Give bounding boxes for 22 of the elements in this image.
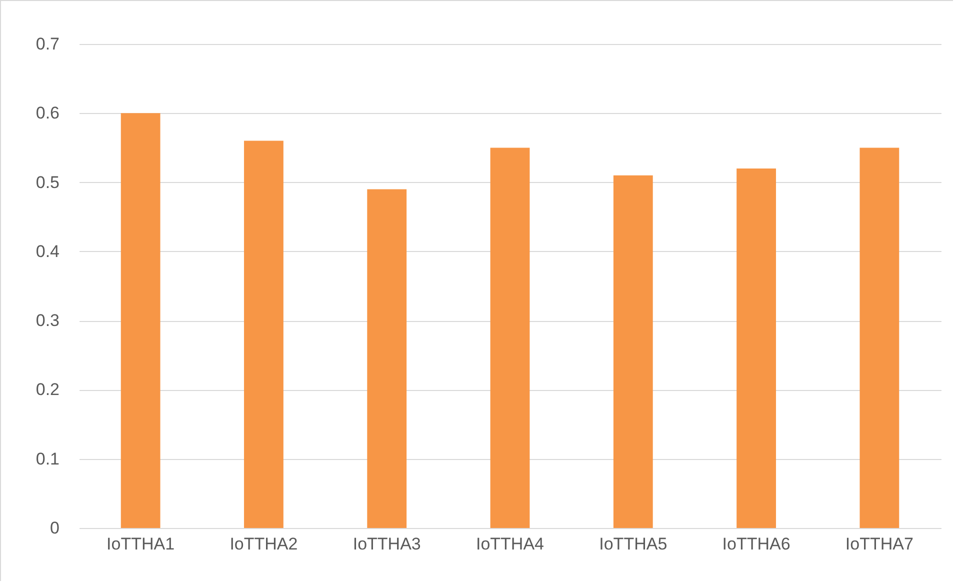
y-tick-label: 0.2: [36, 380, 60, 400]
x-tick-label: IoTTHA2: [230, 534, 298, 554]
x-tick-label: IoTTHA5: [599, 534, 668, 554]
x-tick-label: IoTTHA7: [845, 534, 914, 554]
y-tick-label: 0.4: [36, 242, 60, 261]
bar: [736, 168, 776, 528]
x-tick-label: IoTTHA3: [352, 534, 421, 554]
bar: [244, 140, 284, 528]
bar: [367, 189, 407, 528]
bar: [860, 148, 900, 528]
y-tick-label: 0.3: [36, 311, 60, 330]
y-tick-label: 0: [50, 518, 60, 538]
y-tick-label: 0.6: [36, 104, 60, 123]
y-tick-label: 0.7: [36, 34, 60, 54]
x-tick-label: IoTTHA6: [722, 534, 790, 554]
bar: [613, 175, 653, 528]
y-tick-label: 0.5: [36, 172, 60, 192]
x-tick-label: IoTTHA1: [106, 534, 175, 554]
x-tick-label: IoTTHA4: [476, 534, 544, 554]
bar: [120, 113, 160, 528]
bar: [490, 148, 530, 528]
y-tick-label: 0.1: [36, 449, 60, 468]
